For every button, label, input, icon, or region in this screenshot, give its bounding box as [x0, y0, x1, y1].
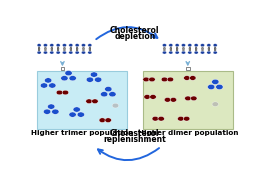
Circle shape [144, 94, 150, 99]
Text: Higher dimer population: Higher dimer population [138, 130, 238, 136]
Circle shape [65, 70, 72, 76]
Circle shape [158, 116, 164, 121]
Circle shape [56, 44, 60, 47]
Circle shape [149, 77, 155, 82]
Text: Cholesterol: Cholesterol [110, 129, 160, 138]
Circle shape [178, 116, 184, 121]
Circle shape [75, 51, 79, 54]
Circle shape [43, 51, 48, 54]
Circle shape [69, 112, 76, 117]
Circle shape [183, 116, 190, 121]
Circle shape [212, 79, 219, 84]
Circle shape [164, 98, 171, 102]
Circle shape [152, 116, 159, 121]
Circle shape [207, 51, 211, 54]
Circle shape [175, 51, 179, 54]
Circle shape [190, 96, 197, 101]
Circle shape [213, 44, 217, 47]
Circle shape [43, 44, 48, 47]
Circle shape [175, 44, 179, 47]
Circle shape [75, 44, 79, 47]
Circle shape [163, 44, 166, 47]
Circle shape [86, 99, 92, 104]
Circle shape [184, 76, 190, 80]
Circle shape [37, 44, 41, 47]
Text: replenishment: replenishment [103, 135, 166, 144]
Circle shape [112, 103, 119, 108]
Circle shape [73, 107, 80, 112]
Circle shape [170, 98, 177, 102]
Bar [143, 71, 233, 129]
Circle shape [50, 44, 54, 47]
Circle shape [62, 44, 67, 47]
Circle shape [194, 51, 198, 54]
Circle shape [82, 44, 85, 47]
Text: depletion: depletion [114, 32, 155, 41]
Circle shape [82, 51, 85, 54]
Circle shape [100, 92, 108, 97]
Circle shape [69, 76, 76, 81]
Circle shape [37, 51, 41, 54]
Circle shape [213, 51, 217, 54]
Circle shape [99, 118, 105, 122]
Circle shape [167, 77, 174, 82]
Circle shape [69, 51, 73, 54]
Text: Cholesterol: Cholesterol [110, 26, 160, 35]
Circle shape [56, 90, 63, 95]
Circle shape [207, 44, 211, 47]
Circle shape [44, 78, 52, 83]
Circle shape [169, 51, 173, 54]
Circle shape [161, 77, 168, 82]
Circle shape [61, 76, 68, 81]
Circle shape [181, 44, 185, 47]
Circle shape [109, 92, 116, 97]
Circle shape [52, 109, 59, 114]
Circle shape [88, 51, 92, 54]
Circle shape [143, 77, 149, 82]
Circle shape [49, 83, 56, 88]
Circle shape [169, 44, 173, 47]
Circle shape [62, 51, 67, 54]
Circle shape [181, 51, 185, 54]
Circle shape [188, 44, 192, 47]
Circle shape [92, 99, 98, 104]
Circle shape [94, 77, 102, 82]
Circle shape [62, 90, 69, 95]
Circle shape [212, 102, 219, 107]
Circle shape [90, 72, 98, 77]
Text: Higher trimer population: Higher trimer population [31, 130, 133, 136]
Circle shape [50, 51, 54, 54]
Bar [60, 67, 64, 70]
Circle shape [194, 44, 198, 47]
Circle shape [200, 51, 205, 54]
Circle shape [40, 83, 48, 88]
Circle shape [69, 44, 73, 47]
Circle shape [105, 118, 112, 122]
Circle shape [77, 112, 84, 117]
Circle shape [190, 76, 196, 80]
Circle shape [208, 84, 215, 90]
Circle shape [185, 96, 191, 101]
Circle shape [216, 84, 223, 90]
Bar [37, 71, 127, 129]
Circle shape [88, 44, 92, 47]
Bar [186, 67, 190, 70]
Circle shape [200, 44, 205, 47]
Circle shape [163, 51, 166, 54]
Circle shape [43, 109, 51, 114]
Circle shape [86, 77, 94, 82]
Circle shape [188, 51, 192, 54]
Circle shape [105, 87, 112, 92]
Circle shape [56, 51, 60, 54]
Circle shape [48, 104, 55, 109]
Circle shape [150, 94, 156, 99]
